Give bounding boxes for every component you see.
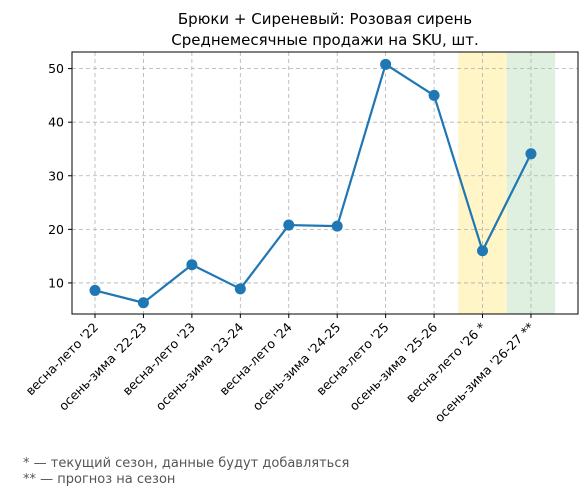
data-point (186, 259, 198, 271)
x-tick-label: осень-зима '26-27 ** (431, 320, 537, 426)
data-point (525, 148, 537, 160)
data-point (234, 283, 246, 295)
sales-series (89, 58, 537, 309)
y-tick-label: 10 (48, 275, 64, 290)
footnote-forecast: ** — прогноз на сезон (23, 472, 176, 487)
y-tick-label: 30 (48, 168, 64, 183)
data-point (137, 297, 149, 309)
chart-title-line-2: Среднемесячные продажи на SKU, шт. (171, 31, 479, 49)
chart-title-line-1: Брюки + Сиреневый: Розовая сирень (178, 10, 472, 28)
y-tick-label: 40 (48, 115, 64, 130)
season-highlight-bands (458, 52, 556, 314)
footnote-current-season: * — текущий сезон, данные будут добавлят… (23, 456, 350, 471)
data-point (380, 58, 392, 70)
highlight-band-1 (458, 52, 507, 314)
y-tick-label: 50 (48, 61, 64, 76)
y-axis: 10 20 30 40 50 (48, 61, 72, 290)
y-tick-label: 20 (48, 222, 64, 237)
data-point (477, 245, 489, 257)
x-tick-label: осень-зима '25-26 (346, 319, 440, 413)
x-tick-label: осень-зима '22-23 (56, 320, 150, 414)
series-line (94, 63, 532, 304)
data-point (283, 219, 295, 231)
highlight-band-2 (506, 52, 556, 314)
plot-frame (71, 51, 579, 315)
x-tick-label: осень-зима '23-24 (152, 319, 246, 413)
data-point (428, 89, 440, 101)
data-point (331, 220, 343, 232)
x-tick-label: осень-зима '24-25 (249, 320, 343, 414)
data-point (89, 284, 101, 296)
